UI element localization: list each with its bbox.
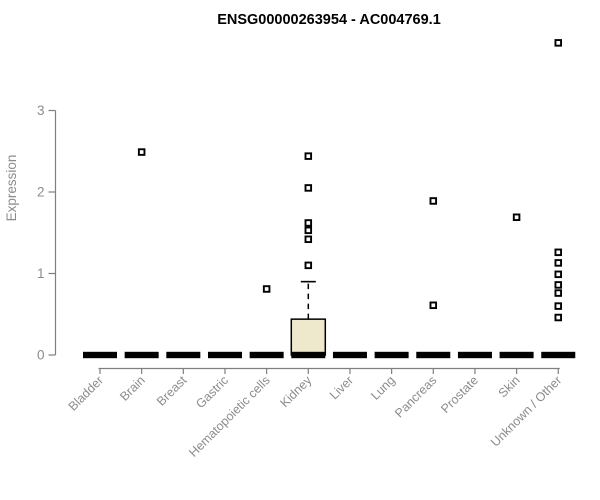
outlier-point [429, 197, 438, 205]
category-label: Hematopoietic cells [186, 373, 273, 460]
outlier-point [512, 213, 521, 222]
median-line [499, 351, 534, 359]
outlier-point [262, 285, 271, 293]
outlier-point [304, 235, 313, 244]
outlier-point [554, 39, 563, 47]
chart-title: ENSG00000263954 - AC004769.1 [217, 12, 441, 28]
outlier-point [554, 281, 563, 289]
category-label: Breast [154, 373, 190, 409]
outlier-point [554, 289, 563, 297]
category-label: Liver [327, 373, 356, 402]
outlier-point [304, 152, 313, 160]
category-label: Skin [496, 373, 523, 400]
median-line [249, 351, 284, 359]
median-line [332, 351, 367, 359]
outlier-point [304, 261, 313, 270]
median-line [416, 351, 451, 359]
y-tick-label: 3 [37, 103, 45, 118]
outlier-point [554, 313, 563, 322]
outlier-point [304, 219, 313, 227]
median-line [457, 351, 492, 359]
category-label: Unknown / Other [488, 373, 564, 449]
y-tick-label: 2 [37, 185, 45, 200]
median-line [291, 351, 326, 359]
median-line [374, 351, 409, 359]
category-label: Kidney [277, 373, 314, 410]
outlier-point [554, 302, 563, 310]
category-label: Gastric [193, 373, 231, 411]
outlier-point [304, 226, 313, 235]
plot-area: 0 1 2 3 Bladder Brain Breast GastricHematopoiet… [37, 39, 576, 460]
outlier-point [304, 184, 313, 192]
outlier-point [554, 259, 563, 267]
category-label: Pancreas [392, 373, 439, 420]
y-axis-label: Expression [4, 155, 19, 222]
median-line [124, 351, 159, 359]
category-label: Prostate [438, 373, 481, 416]
outlier-point [554, 248, 563, 257]
box [290, 318, 327, 356]
category-label: Lung [368, 373, 398, 403]
y-tick-label: 1 [37, 266, 45, 281]
median-line [83, 351, 117, 359]
outlier-point [554, 270, 563, 279]
outlier-point [137, 148, 146, 156]
category-label: Brain [117, 373, 148, 404]
median-line [541, 351, 576, 359]
category-label: Bladder [66, 373, 106, 413]
median-line [207, 351, 242, 359]
y-tick-label: 0 [37, 348, 45, 363]
outlier-point [429, 301, 438, 310]
median-line [166, 351, 201, 359]
